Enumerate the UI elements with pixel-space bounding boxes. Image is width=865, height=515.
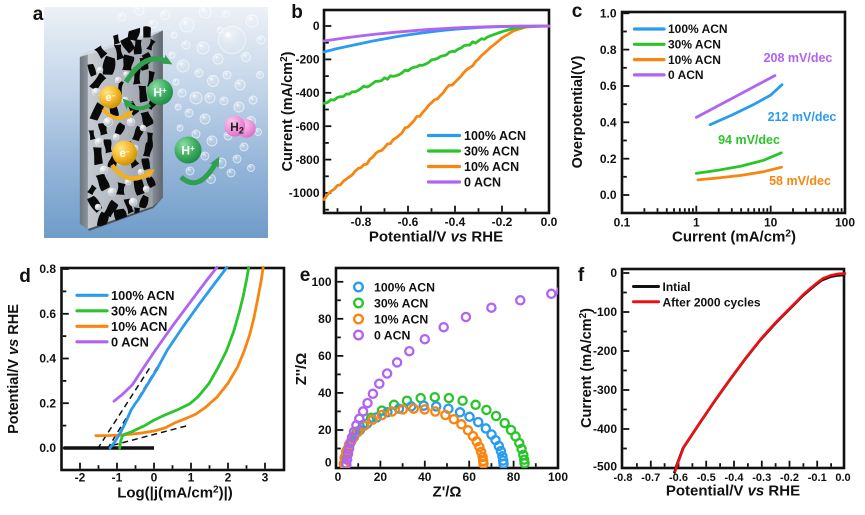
svg-text:Current (mA/cm2): Current (mA/cm2) — [279, 51, 296, 171]
svg-text:100% ACN: 100% ACN — [668, 22, 728, 36]
svg-text:100% ACN: 100% ACN — [374, 280, 435, 294]
svg-text:-0.6: -0.6 — [669, 472, 688, 484]
svg-text:Z''/Ω: Z''/Ω — [293, 353, 310, 386]
svg-text:b: b — [291, 2, 303, 23]
svg-text:e: e — [300, 265, 311, 286]
svg-text:Intial: Intial — [663, 280, 691, 294]
svg-text:20: 20 — [318, 423, 332, 437]
svg-text:80: 80 — [507, 470, 521, 484]
svg-text:0.8: 0.8 — [39, 262, 56, 276]
svg-text:-800: -800 — [295, 153, 319, 167]
svg-text:0 ACN: 0 ACN — [374, 328, 411, 342]
svg-text:100% ACN: 100% ACN — [111, 288, 175, 303]
svg-text:0: 0 — [335, 470, 342, 484]
svg-text:a: a — [33, 4, 44, 25]
svg-text:10% ACN: 10% ACN — [464, 160, 519, 174]
svg-text:0.8: 0.8 — [600, 43, 617, 57]
svg-text:Current (mA/cm2): Current (mA/cm2) — [578, 308, 595, 428]
svg-text:-200: -200 — [295, 53, 319, 67]
svg-text:Potential/V vs RHE: Potential/V vs RHE — [666, 483, 800, 500]
svg-text:-100: -100 — [593, 305, 617, 319]
svg-text:0: 0 — [151, 471, 158, 485]
svg-text:60: 60 — [463, 470, 477, 484]
svg-text:-0.4: -0.4 — [445, 215, 466, 229]
svg-text:0.0: 0.0 — [835, 472, 850, 484]
svg-text:212 mV/dec: 212 mV/dec — [768, 110, 837, 124]
svg-text:0.0: 0.0 — [541, 215, 558, 229]
svg-text:0.1: 0.1 — [614, 216, 631, 230]
svg-text:2: 2 — [225, 471, 232, 485]
svg-text:0 ACN: 0 ACN — [111, 334, 149, 349]
svg-text:-0.3: -0.3 — [752, 472, 771, 484]
svg-text:-0.8: -0.8 — [351, 215, 372, 229]
svg-text:-1000: -1000 — [289, 186, 320, 200]
svg-text:30% ACN: 30% ACN — [374, 296, 428, 310]
svg-text:-600: -600 — [295, 119, 319, 133]
svg-text:40: 40 — [318, 386, 332, 400]
svg-text:0.6: 0.6 — [39, 307, 56, 321]
svg-text:58 mV/dec: 58 mV/dec — [769, 174, 831, 188]
svg-text:20: 20 — [374, 470, 388, 484]
svg-text:0.4: 0.4 — [600, 116, 617, 130]
svg-text:-0.5: -0.5 — [697, 472, 716, 484]
svg-text:30% ACN: 30% ACN — [111, 303, 167, 318]
svg-text:10% ACN: 10% ACN — [668, 53, 721, 67]
svg-text:10% ACN: 10% ACN — [111, 319, 167, 334]
svg-text:-0.4: -0.4 — [725, 472, 745, 484]
svg-text:Potential/V vs RHE: Potential/V vs RHE — [6, 304, 22, 434]
svg-text:100% ACN: 100% ACN — [464, 129, 526, 143]
svg-text:-300: -300 — [593, 383, 617, 397]
svg-text:After 2000 cycles: After 2000 cycles — [663, 295, 761, 309]
svg-text:0.4: 0.4 — [39, 352, 56, 366]
svg-text:1.0: 1.0 — [600, 7, 617, 21]
svg-text:0 ACN: 0 ACN — [668, 68, 704, 82]
svg-text:0.0: 0.0 — [39, 441, 56, 455]
svg-text:30% ACN: 30% ACN — [464, 145, 519, 159]
svg-text:10: 10 — [764, 216, 778, 230]
svg-text:1: 1 — [188, 471, 195, 485]
svg-text:-400: -400 — [593, 422, 617, 436]
svg-text:-400: -400 — [295, 86, 319, 100]
svg-text:-0.6: -0.6 — [398, 215, 419, 229]
svg-text:f: f — [578, 265, 585, 286]
svg-text:Overpotential(V): Overpotential(V) — [570, 55, 586, 168]
svg-text:Current (mA/cm2): Current (mA/cm2) — [672, 229, 796, 246]
svg-text:0.0: 0.0 — [600, 188, 617, 202]
svg-text:100: 100 — [311, 275, 331, 289]
svg-text:30% ACN: 30% ACN — [668, 38, 721, 52]
svg-text:1: 1 — [693, 216, 700, 230]
svg-text:100: 100 — [548, 470, 568, 484]
svg-text:60: 60 — [318, 349, 332, 363]
svg-text:80: 80 — [318, 312, 332, 326]
svg-text:3: 3 — [262, 471, 269, 485]
svg-text:Z'/Ω: Z'/Ω — [433, 484, 462, 501]
svg-text:-0.2: -0.2 — [492, 215, 513, 229]
svg-text:0 ACN: 0 ACN — [464, 176, 501, 190]
svg-text:-0.8: -0.8 — [614, 472, 633, 484]
svg-text:-1: -1 — [112, 471, 123, 485]
svg-text:e–: e– — [119, 148, 129, 160]
svg-text:-0.1: -0.1 — [808, 472, 827, 484]
svg-text:40: 40 — [418, 470, 432, 484]
svg-text:0.2: 0.2 — [600, 152, 617, 166]
svg-text:10% ACN: 10% ACN — [374, 312, 428, 326]
svg-text:0: 0 — [325, 456, 332, 470]
svg-text:-0.2: -0.2 — [780, 472, 799, 484]
svg-text:208 mV/dec: 208 mV/dec — [764, 51, 833, 65]
svg-text:c: c — [572, 1, 583, 22]
svg-text:94 mV/dec: 94 mV/dec — [718, 133, 780, 147]
svg-text:-2: -2 — [75, 471, 86, 485]
svg-text:Potential/V vs RHE: Potential/V vs RHE — [369, 229, 503, 246]
svg-text:-0.7: -0.7 — [641, 472, 660, 484]
svg-text:-200: -200 — [593, 344, 617, 358]
svg-text:0: 0 — [610, 266, 617, 280]
svg-text:-500: -500 — [593, 460, 617, 474]
svg-text:0: 0 — [313, 19, 320, 33]
svg-text:0.2: 0.2 — [39, 396, 56, 410]
svg-text:100: 100 — [835, 216, 855, 230]
svg-text:e–: e– — [105, 92, 115, 104]
svg-text:0.6: 0.6 — [600, 79, 617, 93]
svg-text:Log(|j(mA/cm2)|): Log(|j(mA/cm2)|) — [117, 485, 233, 502]
svg-text:d: d — [19, 266, 31, 287]
